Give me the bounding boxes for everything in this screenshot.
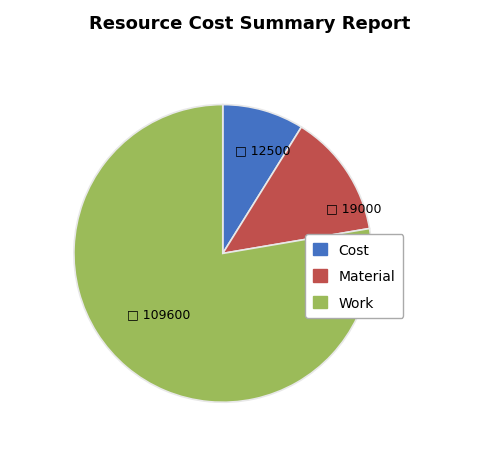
Text: □ 12500: □ 12500 (236, 144, 291, 157)
Text: □ 109600: □ 109600 (126, 307, 190, 320)
Wedge shape (223, 105, 302, 254)
Legend: Cost, Material, Work: Cost, Material, Work (305, 235, 404, 319)
Wedge shape (74, 105, 372, 403)
Wedge shape (223, 128, 370, 254)
Text: □ 19000: □ 19000 (326, 202, 382, 215)
Title: Resource Cost Summary Report: Resource Cost Summary Report (90, 15, 410, 33)
